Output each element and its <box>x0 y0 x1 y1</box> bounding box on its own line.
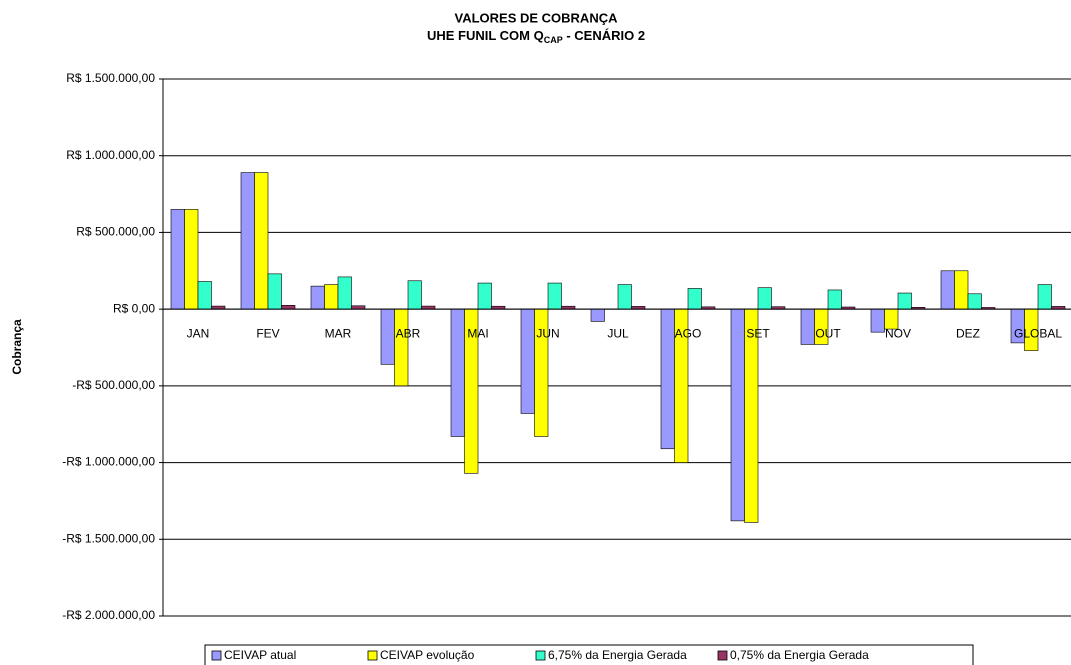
subtitle-text: UHE FUNIL COM Q <box>427 28 544 43</box>
x-tick-label: JAN <box>187 326 210 340</box>
bar <box>744 308 759 523</box>
bar <box>617 284 632 310</box>
x-tick-label: NOV <box>885 326 911 340</box>
bar <box>240 172 255 310</box>
bar <box>1037 284 1052 310</box>
subtitle-subscript: CAP <box>544 35 563 45</box>
bar <box>870 308 885 333</box>
legend <box>204 644 974 665</box>
legend-label: 0,75% da Energia Gerada <box>730 648 869 662</box>
legend-swatch <box>717 650 728 661</box>
bar <box>184 209 199 310</box>
bar <box>477 282 492 310</box>
x-tick-label: GLOBAL <box>1014 326 1062 340</box>
bar <box>254 172 269 310</box>
bar <box>310 285 325 310</box>
bar <box>800 308 815 345</box>
y-tick-label: R$ 1.000.000,00 <box>66 148 155 162</box>
bar <box>337 276 352 310</box>
y-tick-label: R$ 1.500.000,00 <box>66 71 155 85</box>
legend-swatch <box>535 650 546 661</box>
y-tick-label: -R$ 500.000,00 <box>72 378 155 392</box>
bar <box>954 270 969 310</box>
y-tick-label: R$ 500.000,00 <box>76 225 155 239</box>
bar <box>547 282 562 310</box>
bar <box>407 280 422 310</box>
bar <box>450 308 465 437</box>
bar <box>267 273 282 310</box>
bar <box>660 308 675 450</box>
x-tick-label: FEV <box>256 326 279 340</box>
legend-label: CEIVAP evolução <box>380 648 475 662</box>
bar <box>170 209 185 310</box>
x-tick-label: OUT <box>815 326 841 340</box>
bar <box>351 305 366 310</box>
y-tick-label: R$ 0,00 <box>113 301 155 315</box>
bar <box>940 270 955 310</box>
y-axis-label: Cobrança <box>10 319 24 375</box>
x-tick-label: SET <box>746 326 770 340</box>
x-tick-label: ABR <box>396 326 421 340</box>
y-tick-label: -R$ 1.500.000,00 <box>62 531 155 545</box>
bar <box>197 281 212 310</box>
bar <box>730 308 745 522</box>
bar <box>590 308 605 322</box>
bar <box>380 308 395 365</box>
bar <box>827 289 842 310</box>
x-tick-label: MAR <box>325 326 352 340</box>
subtitle-suffix: - CENÁRIO 2 <box>563 28 645 43</box>
bar <box>394 308 409 387</box>
chart-subtitle: UHE FUNIL COM QCAP - CENÁRIO 2 <box>427 28 645 45</box>
bar <box>967 293 982 310</box>
x-tick-label: AGO <box>675 326 702 340</box>
legend-swatch <box>367 650 378 661</box>
bar <box>520 308 535 414</box>
x-tick-label: MAI <box>467 326 488 340</box>
x-tick-label: DEZ <box>956 326 980 340</box>
y-tick-label: -R$ 2.000.000,00 <box>62 608 155 622</box>
bar <box>897 292 912 310</box>
bar <box>687 288 702 310</box>
x-tick-label: JUN <box>536 326 559 340</box>
bar <box>324 284 339 310</box>
bar <box>281 305 296 310</box>
x-tick-label: JUL <box>607 326 629 340</box>
chart-title: VALORES DE COBRANÇA <box>455 10 619 25</box>
legend-swatch <box>211 650 222 661</box>
legend-label: CEIVAP atual <box>224 648 296 662</box>
legend-label: 6,75% da Energia Gerada <box>548 648 687 662</box>
y-tick-label: -R$ 1.000.000,00 <box>62 455 155 469</box>
bar <box>757 287 772 310</box>
